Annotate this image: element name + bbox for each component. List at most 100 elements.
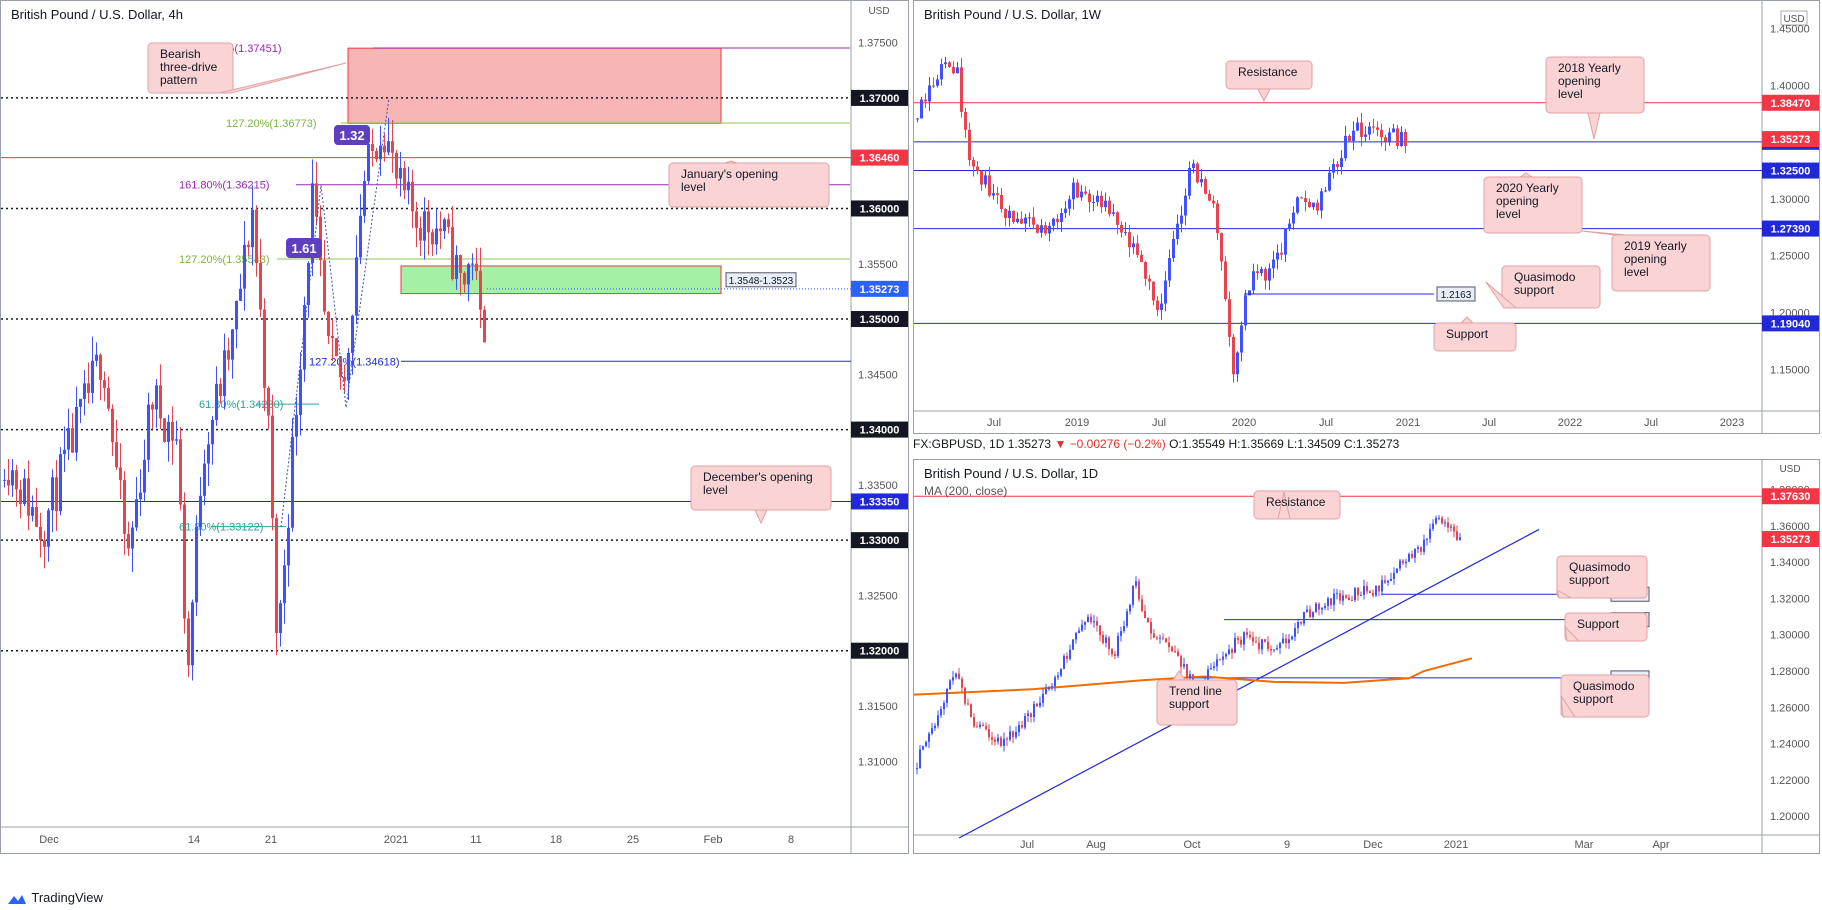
- price-1d-candle: [1003, 738, 1005, 746]
- price-1w-candle: [1204, 179, 1207, 194]
- january-open-callout-box[interactable]: [668, 162, 830, 208]
- price-1d-candle: [931, 728, 933, 734]
- quasimodo-callout-box[interactable]: [1501, 265, 1601, 309]
- price-1d-candle: [1168, 642, 1170, 648]
- price-1w-candle: [924, 99, 927, 102]
- price-4h-candle: [291, 436, 294, 528]
- price-1w-candle: [1380, 129, 1383, 138]
- quasimodo-callout-1-box[interactable]: [1556, 555, 1648, 599]
- time-axis-label: 8: [788, 834, 794, 846]
- price-1d-candle: [1054, 677, 1056, 687]
- chart-canvas-1d[interactable]: USD1.380001.360001.340001.320001.300001.…: [914, 460, 1819, 853]
- price-1w-candle: [1344, 135, 1347, 159]
- quasimodo-callout-1-text: Quasimodo: [1569, 560, 1631, 574]
- price-1d-candle: [994, 739, 996, 742]
- price-1d-candle: [1120, 631, 1122, 636]
- price-1d-candle: [976, 726, 978, 728]
- price-4h-candle: [3, 479, 6, 481]
- time-axis-label: 2020: [1232, 417, 1256, 429]
- price-1d-candle: [1006, 738, 1008, 740]
- price-1d-candle: [1432, 523, 1434, 529]
- price-1d-candle: [1411, 553, 1413, 558]
- yearly-2020-callout-box[interactable]: [1483, 176, 1583, 234]
- price-1w-candle: [1028, 217, 1031, 219]
- price-1d-candle: [1285, 638, 1287, 644]
- resistance-callout-box[interactable]: [1253, 490, 1341, 520]
- price-1w-candle: [940, 64, 943, 80]
- yearly-2018-callout-text: opening: [1558, 74, 1601, 88]
- price-1w-candle: [1012, 210, 1015, 222]
- price-1w-candle: [1180, 215, 1183, 224]
- price-1w-candle: [1108, 200, 1111, 214]
- level-tag-bg: [851, 311, 908, 328]
- price-4h-candle: [375, 150, 378, 160]
- price-1d-candle: [1009, 731, 1011, 740]
- price-1w-candle: [1216, 203, 1219, 234]
- price-1d-candle: [1282, 638, 1284, 644]
- current-price-tag: 1.35273: [860, 284, 900, 296]
- price-1w-candle: [976, 166, 979, 171]
- price-1w-candle: [960, 67, 963, 112]
- price-tick-label: 1.28000: [1770, 666, 1810, 678]
- price-1d-candle: [1306, 609, 1308, 612]
- yearly-2020-callout-pointer: [1518, 172, 1534, 178]
- price-4h-candle: [155, 385, 158, 410]
- price-1w-candle: [1040, 225, 1043, 233]
- fib-level-label: 127.20%(1.34618): [309, 356, 400, 368]
- price-1w-candle: [1168, 258, 1171, 281]
- trend-line-callout-box[interactable]: [1156, 679, 1238, 726]
- chart-panel-1d[interactable]: USD1.380001.360001.340001.320001.300001.…: [913, 459, 1820, 854]
- price-1d-candle: [1183, 664, 1185, 667]
- symbol-label[interactable]: FX:GBPUSD, 1D: [913, 437, 1005, 451]
- price-1w-candle: [1284, 228, 1287, 255]
- price-1w-candle: [1148, 278, 1151, 282]
- trend-line-callout-text: support: [1169, 697, 1210, 711]
- chart-panel-1w[interactable]: USD1.450001.400001.350001.300001.250001.…: [913, 0, 1820, 434]
- price-1d-candle: [1417, 547, 1419, 550]
- price-1d-candle: [1447, 522, 1449, 528]
- time-axis-label: 2019: [1065, 417, 1089, 429]
- price-1d-candle: [1294, 628, 1296, 637]
- yearly-2018-callout-text: level: [1558, 87, 1583, 101]
- price-1d-candle: [922, 746, 924, 750]
- three-drive-callout-box[interactable]: [147, 42, 234, 94]
- price-4h-candle: [331, 335, 334, 339]
- currency-box: [1780, 10, 1808, 26]
- tradingview-logo[interactable]: TradingView: [6, 890, 103, 906]
- resistance-tag: 1.37630: [1771, 491, 1811, 503]
- support-callout-pointer: [1564, 625, 1581, 642]
- yearly-2020-callout-text: level: [1496, 207, 1521, 221]
- price-4h-candle: [159, 385, 162, 419]
- price-1d-candle: [1378, 585, 1380, 592]
- price-1w-candle: [1096, 195, 1099, 203]
- chart-canvas-4h[interactable]: USD1.375001.370001.365001.360001.355001.…: [1, 1, 908, 853]
- price-1d-candle: [1213, 666, 1215, 668]
- price-4h-candle: [471, 263, 474, 265]
- level-tag: 1.36000: [860, 203, 900, 215]
- price-1d-candle: [1276, 648, 1278, 650]
- price-4h-candle: [231, 329, 234, 360]
- support-callout-box[interactable]: [1433, 322, 1517, 352]
- price-1w-candle: [1120, 224, 1123, 233]
- price-1w-candle: [1044, 225, 1047, 234]
- level-tag: 1.32500: [1771, 166, 1811, 178]
- price-1d-candle: [1165, 638, 1167, 643]
- time-axis-label: Jul: [1319, 417, 1333, 429]
- trend-line-callout-text: Trend line: [1169, 684, 1222, 698]
- price-4h-candle: [91, 360, 94, 394]
- price-1d-candle: [1339, 593, 1341, 601]
- trend-line-callout-pointer: [1172, 670, 1186, 681]
- price-1d-candle: [949, 680, 951, 690]
- price-4h-candle: [151, 404, 154, 410]
- level-tag: 1.37000: [860, 93, 900, 105]
- price-1d-candle: [1456, 531, 1458, 541]
- price-1d-candle: [1399, 560, 1401, 569]
- badge-132: 1.32: [339, 128, 364, 143]
- chart-panel-4h[interactable]: USD1.375001.370001.365001.360001.355001.…: [0, 0, 909, 854]
- price-1d-candle: [1321, 607, 1323, 610]
- price-1d-candle: [1309, 609, 1311, 617]
- yearly-2019-callout-box[interactable]: [1611, 234, 1711, 292]
- currency-label: USD: [1779, 464, 1800, 475]
- chart-canvas-1w[interactable]: USD1.450001.400001.350001.300001.250001.…: [914, 1, 1819, 433]
